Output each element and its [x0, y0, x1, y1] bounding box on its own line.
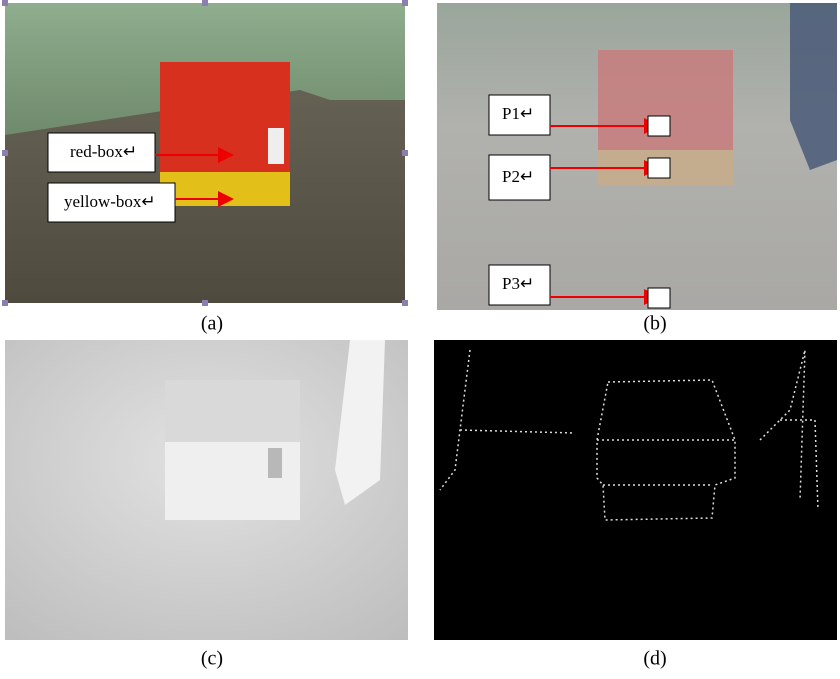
caption: (a) [201, 313, 223, 335]
caption: (c) [201, 648, 223, 670]
point-box [648, 158, 670, 178]
caption: (b) [643, 313, 666, 335]
panel-a: red-box↵ yellow-box↵ [2, 0, 408, 306]
yellow-box-shape [160, 170, 290, 206]
box-shape [165, 380, 300, 442]
label: yellow-box↵ [64, 192, 156, 211]
label: red-box↵ [70, 142, 137, 161]
point-box [648, 288, 670, 308]
edge-map [434, 340, 837, 640]
point-box [648, 116, 670, 136]
panel-c [5, 340, 408, 640]
label: P2↵ [502, 167, 534, 186]
box-label [268, 128, 284, 164]
panel-d [434, 340, 837, 640]
label: P1↵ [502, 104, 534, 123]
label: P3↵ [502, 274, 534, 293]
figure: red-box↵ yellow-box↵ (a) P1↵ P2↵ P3↵ (b) [0, 0, 840, 679]
box-label [268, 448, 282, 478]
panel-b: P1↵ P2↵ P3↵ [437, 3, 837, 310]
caption: (d) [643, 648, 666, 670]
